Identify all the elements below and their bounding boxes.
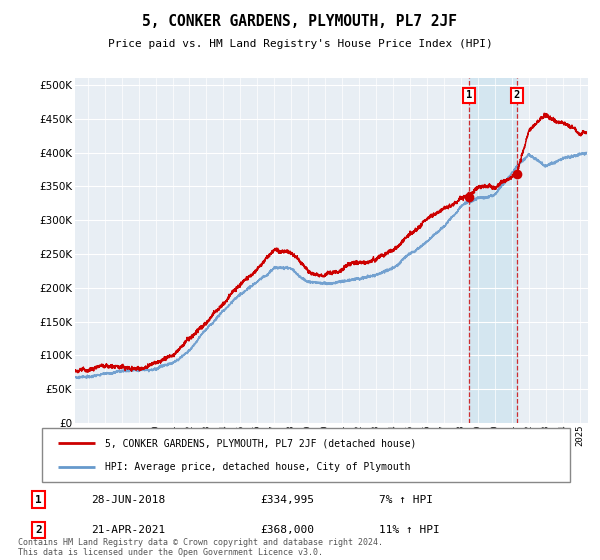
Text: HPI: Average price, detached house, City of Plymouth: HPI: Average price, detached house, City… [106,461,411,472]
Text: Price paid vs. HM Land Registry's House Price Index (HPI): Price paid vs. HM Land Registry's House … [107,39,493,49]
Text: 2: 2 [35,525,41,535]
Text: 21-APR-2021: 21-APR-2021 [91,525,166,535]
Text: 1995: 1995 [70,440,79,461]
Text: £334,995: £334,995 [260,495,314,505]
Text: 28-JUN-2018: 28-JUN-2018 [91,495,166,505]
Text: 5, CONKER GARDENS, PLYMOUTH, PL7 2JF (detached house): 5, CONKER GARDENS, PLYMOUTH, PL7 2JF (de… [106,438,417,449]
Bar [469,78,517,423]
FancyBboxPatch shape [42,428,570,482]
Text: 1: 1 [466,90,472,100]
Text: £368,000: £368,000 [260,525,314,535]
Text: 2: 2 [514,90,520,100]
Text: 7% ↑ HPI: 7% ↑ HPI [379,495,433,505]
Text: 1: 1 [35,495,41,505]
Text: 11% ↑ HPI: 11% ↑ HPI [379,525,440,535]
Text: 5, CONKER GARDENS, PLYMOUTH, PL7 2JF: 5, CONKER GARDENS, PLYMOUTH, PL7 2JF [143,14,458,29]
Text: Contains HM Land Registry data © Crown copyright and database right 2024.
This d: Contains HM Land Registry data © Crown c… [18,538,383,557]
